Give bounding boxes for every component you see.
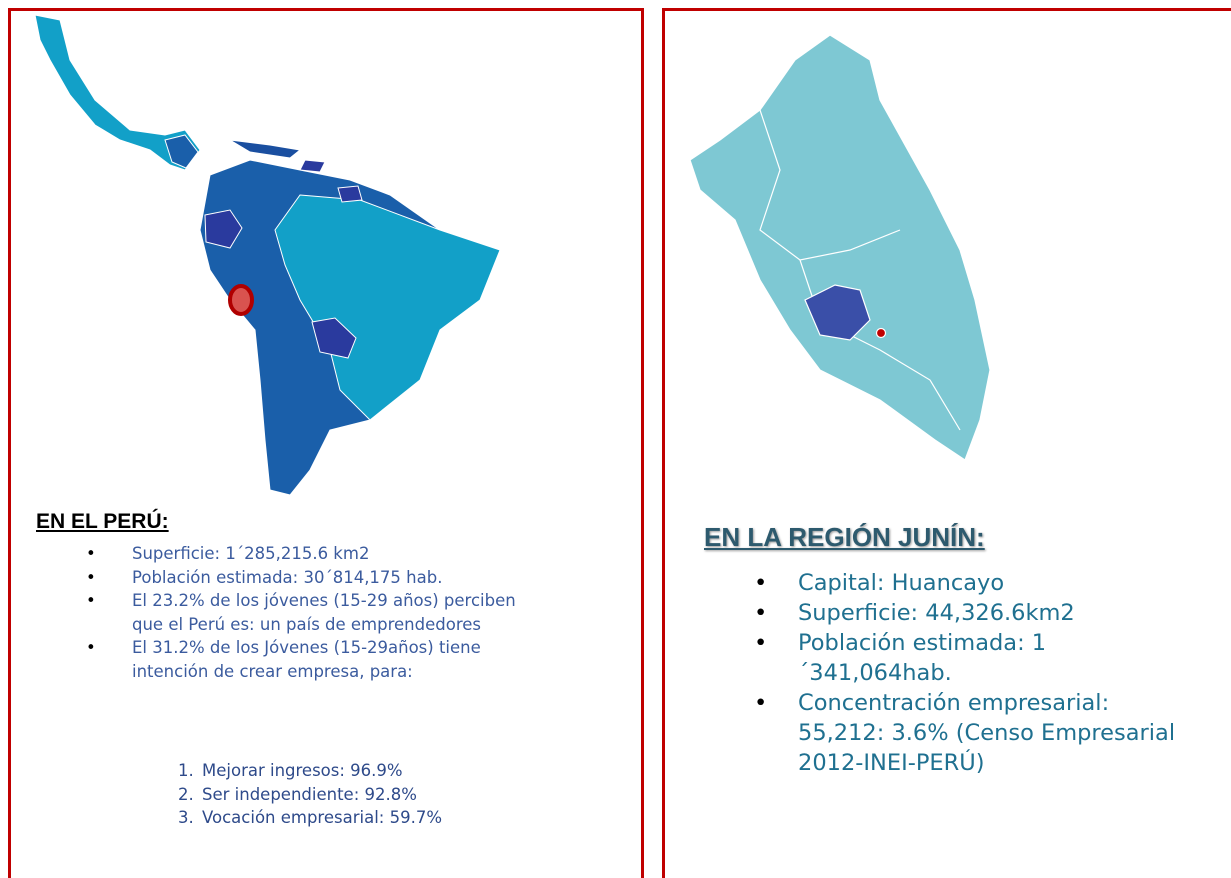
right-panel — [662, 8, 1231, 878]
item-text: Mejorar ingresos: 96.9% — [202, 761, 403, 780]
item-number: 2. — [178, 784, 194, 804]
heading: EN LA REGIÓN JUNÍN: — [704, 522, 985, 552]
item-number: 1. — [178, 761, 194, 780]
list-item: 3. Vocación empresarial: 59.7% — [178, 806, 442, 830]
item-number: 3. — [178, 808, 194, 827]
item-text: Ser independiente: 92.8% — [202, 784, 417, 804]
list-item: Concentración empresarial: 55,212: 3.6% … — [754, 688, 1196, 778]
bullet-list: Superficie: 1´285,215.6 km2Población est… — [86, 542, 530, 683]
list-item: El 23.2% de los jóvenes (15-29 años) per… — [86, 589, 530, 636]
list-item: Capital: Huancayo — [754, 568, 1196, 598]
item-text: Vocación empresarial: 59.7% — [202, 808, 442, 827]
list-item: 1. Mejorar ingresos: 96.9% — [178, 759, 442, 783]
list-item: Superficie: 1´285,215.6 km2 — [86, 542, 530, 566]
list-item: El 31.2% de los Jóvenes (15-29años) tien… — [86, 636, 530, 683]
list-item: Superficie: 44,326.6km2 — [754, 598, 1196, 628]
bullet-list: Capital: HuancayoSuperficie: 44,326.6km2… — [754, 568, 1196, 778]
list-item: 2. Ser independiente: 92.8% — [178, 783, 442, 807]
list-item: Población estimada: 1´341,064hab. — [754, 628, 1196, 688]
numbered-list: 1. Mejorar ingresos: 96.9% 2. Ser independi… — [178, 759, 442, 830]
list-item: Población estimada: 30´814,175 hab. — [86, 566, 530, 590]
latin-america-map — [34, 14, 501, 496]
peru-map — [689, 34, 991, 461]
heading: EN EL PERÚ: — [36, 510, 169, 533]
left-panel — [8, 8, 644, 878]
